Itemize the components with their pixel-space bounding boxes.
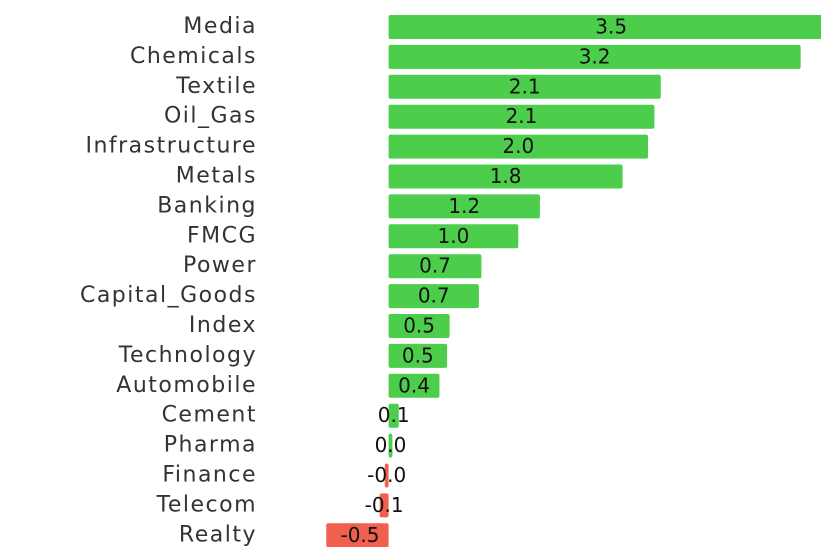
bar [388, 15, 821, 39]
category-label: Pharma [164, 433, 257, 458]
category-label: Metals [176, 164, 257, 189]
bar [388, 164, 623, 189]
bar [388, 74, 661, 99]
category-label: Cement [162, 403, 257, 428]
value-label: 0.5 [402, 343, 434, 367]
value-label: 0.1 [378, 403, 410, 427]
bar [388, 403, 399, 428]
bar [388, 373, 440, 398]
bar [388, 194, 540, 219]
value-label: 0.7 [419, 254, 451, 278]
value-label: 0.4 [398, 373, 430, 397]
category-label: FMCG [187, 223, 257, 248]
category-label: Telecom [156, 492, 257, 517]
value-label: 3.2 [579, 44, 611, 68]
bar [388, 104, 655, 129]
value-label: 2.1 [509, 74, 541, 98]
bar [326, 523, 389, 547]
bar [388, 254, 482, 279]
category-label: Media [183, 14, 257, 39]
bar [379, 493, 389, 518]
bar [388, 284, 479, 309]
category-label: Chemicals [130, 44, 257, 69]
bar [388, 134, 649, 159]
category-label: Realty [179, 522, 257, 547]
value-label: 1.8 [490, 164, 522, 188]
value-label: -0.1 [365, 493, 404, 517]
category-label: Automobile [116, 373, 257, 398]
bar [384, 463, 389, 488]
category-label: Oil_Gas [164, 104, 257, 129]
value-label: -0.0 [367, 463, 406, 487]
category-label: Technology [118, 343, 257, 368]
bar [388, 343, 448, 368]
value-label: -0.5 [340, 523, 379, 547]
category-label: Textile [175, 74, 257, 99]
category-label: Capital_Goods [80, 283, 257, 308]
bar [388, 314, 450, 338]
category-label: Index [189, 313, 257, 338]
bar [388, 433, 393, 458]
value-label: 2.0 [502, 134, 534, 158]
category-label: Power [183, 253, 257, 278]
value-label: 0.5 [403, 314, 435, 338]
category-label: Finance [162, 463, 257, 488]
value-label: 0.0 [375, 433, 407, 457]
bar [388, 224, 519, 249]
bars [326, 15, 821, 547]
category-label: Infrastructure [85, 134, 257, 159]
category-label: Banking [157, 193, 257, 218]
value-label: 2.1 [506, 104, 538, 128]
value-label: 1.0 [438, 224, 470, 248]
value-label: 3.5 [595, 15, 627, 39]
value-label: 1.2 [448, 194, 480, 218]
bar [388, 44, 801, 69]
value-label: 0.7 [418, 284, 450, 308]
